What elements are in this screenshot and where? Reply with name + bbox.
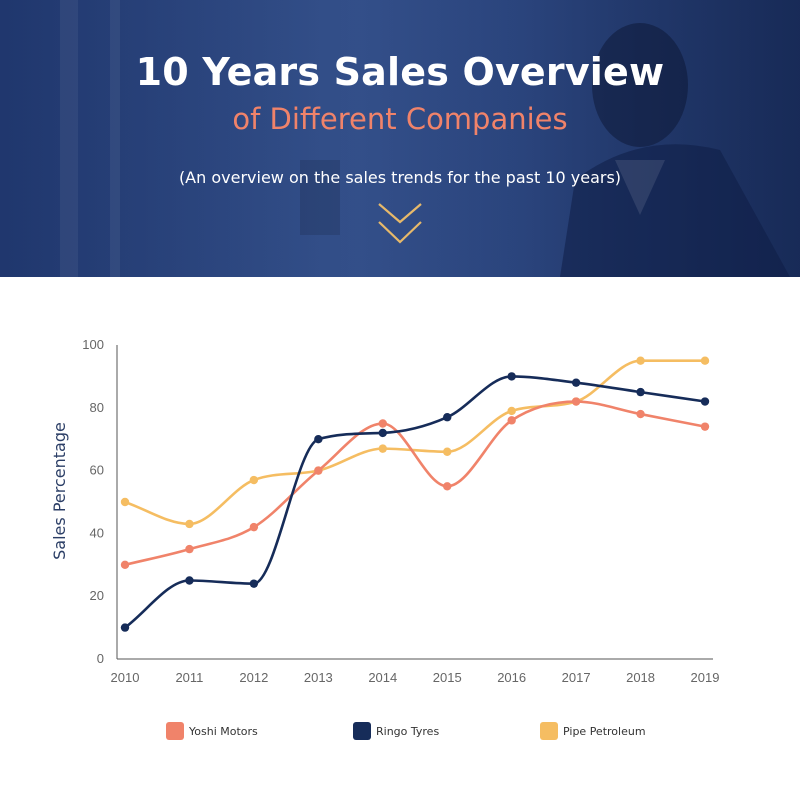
legend-item-yoshi-motors: Yoshi Motors [166, 722, 258, 740]
data-point-pipe-petroleum [249, 475, 259, 485]
background-photo [0, 0, 800, 277]
y-tick-label: 60 [90, 463, 104, 478]
y-tick-label: 40 [90, 525, 104, 540]
legend-label: Ringo Tyres [376, 725, 439, 738]
data-point-pipe-petroleum [636, 356, 645, 365]
data-point-pipe-petroleum [185, 519, 194, 529]
chart-axes [116, 345, 713, 660]
y-tick-label: 20 [90, 588, 104, 603]
page-subtitle: of Different Companies [232, 102, 568, 136]
y-tick-label: 0 [97, 651, 104, 666]
header-banner: 10 Years Sales Overview of Different Com… [0, 0, 800, 277]
series-line-ringo-tyres [124, 375, 706, 629]
page-title: 10 Years Sales Overview [135, 50, 665, 94]
series-line-pipe-petroleum [124, 359, 705, 526]
series-pipe-petroleum [120, 356, 710, 529]
x-axis-ticks: 2010 2011 2012 2013 2014 2015 2016 2017 2018 2019 [111, 670, 720, 685]
data-point-ringo-tyres [636, 387, 645, 397]
data-point-yoshi-motors [314, 466, 323, 475]
series-ringo-tyres [120, 372, 710, 632]
series-yoshi-motors [120, 397, 710, 569]
data-point-ringo-tyres [378, 428, 387, 438]
data-point-yoshi-motors [249, 522, 259, 532]
legend-label: Yoshi Motors [188, 725, 258, 738]
data-point-yoshi-motors [700, 422, 710, 431]
data-point-yoshi-motors [185, 544, 194, 554]
legend-label: Pipe Petroleum [563, 725, 646, 738]
x-tick-label: 2014 [368, 670, 397, 685]
x-tick-label: 2016 [497, 670, 526, 685]
x-tick-label: 2019 [691, 670, 720, 685]
data-point-pipe-petroleum [120, 497, 130, 507]
data-point-pipe-petroleum [700, 356, 710, 365]
y-tick-label: 100 [82, 337, 104, 352]
x-tick-label: 2010 [111, 670, 140, 685]
data-point-yoshi-motors [571, 397, 581, 406]
data-point-ringo-tyres [120, 623, 130, 632]
data-point-ringo-tyres [571, 378, 581, 387]
data-point-ringo-tyres [700, 397, 710, 406]
data-point-yoshi-motors [378, 419, 387, 428]
series-line-yoshi-motors [124, 400, 706, 567]
data-point-ringo-tyres [185, 576, 194, 585]
legend-swatch [353, 722, 371, 740]
x-tick-label: 2013 [304, 670, 333, 685]
legend-item-pipe-petroleum: Pipe Petroleum [540, 722, 646, 740]
y-tick-label: 80 [90, 400, 104, 415]
chart-legend: Yoshi Motors Ringo Tyres Pipe Petroleum [166, 722, 646, 740]
x-tick-label: 2018 [626, 670, 655, 685]
page-note: (An overview on the sales trends for the… [178, 168, 622, 187]
x-tick-label: 2011 [175, 670, 203, 685]
data-point-ringo-tyres [443, 413, 452, 422]
legend-item-ringo-tyres: Ringo Tyres [353, 722, 439, 740]
x-tick-label: 2012 [239, 670, 268, 685]
data-point-pipe-petroleum [378, 444, 387, 453]
data-point-ringo-tyres [314, 435, 323, 444]
data-point-pipe-petroleum [443, 447, 452, 456]
data-point-yoshi-motors [443, 482, 452, 491]
data-point-yoshi-motors [120, 560, 130, 569]
data-point-ringo-tyres [507, 372, 516, 381]
legend-swatch [166, 722, 184, 740]
legend-swatch [540, 722, 558, 740]
data-point-yoshi-motors [636, 409, 645, 419]
data-point-yoshi-motors [507, 416, 516, 425]
data-point-ringo-tyres [249, 579, 259, 588]
y-axis-ticks: 0 20 40 60 80 100 [82, 337, 104, 666]
data-point-pipe-petroleum [507, 406, 516, 416]
x-tick-label: 2015 [433, 670, 462, 685]
chart-series [120, 356, 710, 632]
x-tick-label: 2017 [562, 670, 591, 685]
double-chevron-down-icon [378, 203, 422, 244]
y-axis-label: Sales Percentage [50, 422, 69, 560]
